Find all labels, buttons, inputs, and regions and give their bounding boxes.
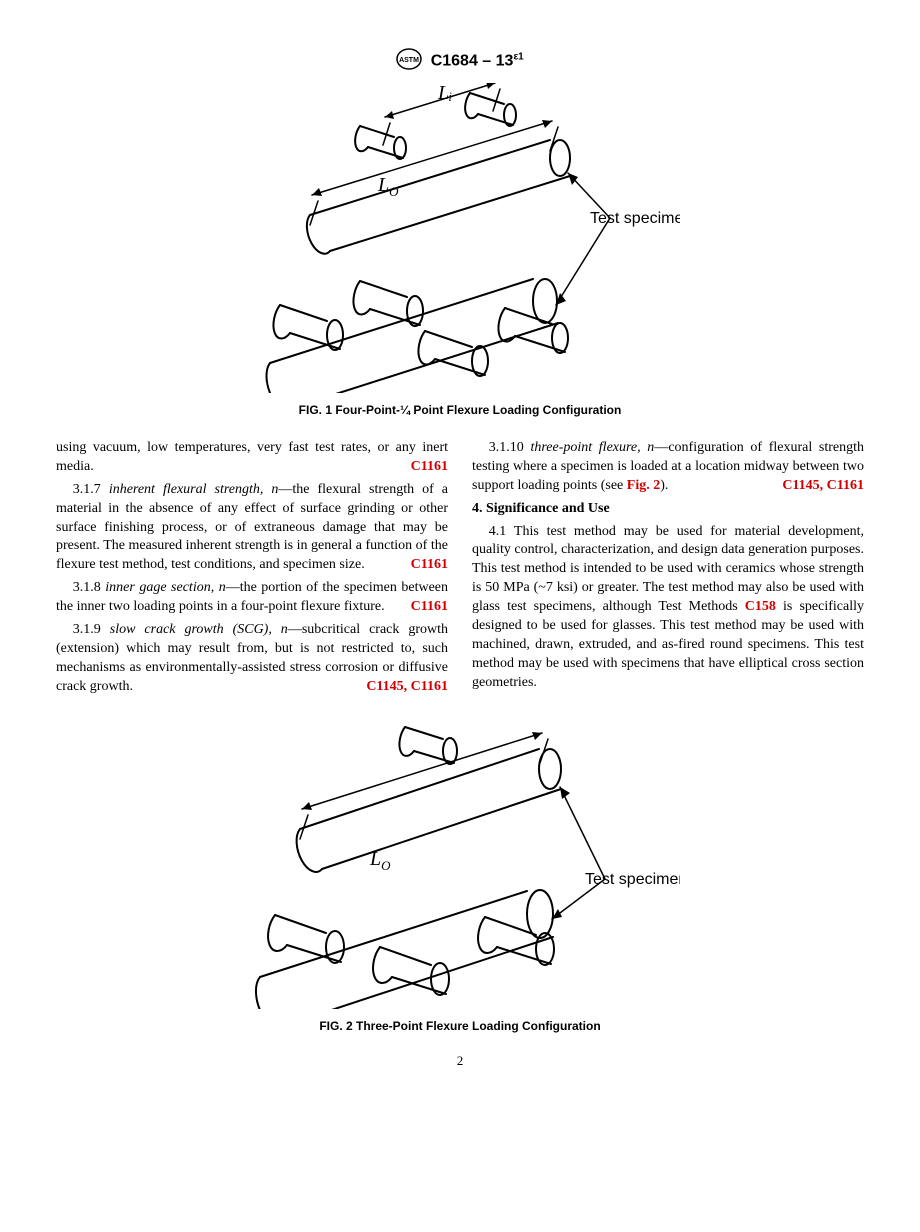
section-4-heading: 4. Significance and Use — [472, 500, 864, 519]
figure-2-caption: FIG. 2 Three-Point Flexure Loading Confi… — [56, 1019, 864, 1033]
para-4-1: 4.1 This test method may be used for mat… — [472, 523, 864, 693]
ref-c1161[interactable]: C1161 — [394, 598, 448, 617]
body-columns: using vacuum, low temperatures, very fas… — [56, 439, 864, 699]
fig2-label-specimen: Test specimen — [585, 871, 680, 888]
page-number: 2 — [56, 1053, 864, 1069]
ref-c1161[interactable]: C1161 — [411, 458, 448, 477]
ref-c1145-c1161[interactable]: C1145, C1161 — [766, 477, 864, 496]
ref-fig2[interactable]: Fig. 2 — [627, 478, 660, 493]
fig1-label-lo: LO — [377, 174, 399, 199]
ref-c1161[interactable]: C1161 — [394, 556, 448, 575]
figure-2-svg: LO Test specimen — [240, 709, 680, 1009]
def-3-1-9: 3.1.9 slow crack growth (SCG), n—subcrit… — [56, 621, 448, 697]
figure-1-svg: Lᵢ LO Test specimen — [240, 83, 680, 393]
standard-superscript: ε1 — [513, 51, 523, 62]
fig2-label-lo: LO — [369, 848, 391, 873]
ref-c158[interactable]: C158 — [745, 599, 776, 614]
para-intro: using vacuum, low temperatures, very fas… — [56, 439, 448, 477]
fig1-label-specimen: Test specimen — [590, 210, 680, 227]
def-3-1-7: 3.1.7 inherent flexural strength, n—the … — [56, 481, 448, 575]
def-3-1-10: 3.1.10 three-point flexure, n—configurat… — [472, 439, 864, 496]
astm-logo-icon: ASTM — [396, 48, 422, 75]
page-header: ASTM C1684 – 13ε1 — [56, 48, 864, 75]
def-3-1-8: 3.1.8 inner gage section, n—the portion … — [56, 579, 448, 617]
ref-c1145-c1161[interactable]: C1145, C1161 — [350, 678, 448, 697]
figure-1: Lᵢ LO Test specimen FIG. 1 Four-Point-¼ … — [56, 83, 864, 417]
figure-1-caption: FIG. 1 Four-Point-¼ Point Flexure Loadin… — [56, 403, 864, 417]
fig1-label-li: Lᵢ — [437, 83, 452, 104]
svg-text:ASTM: ASTM — [399, 57, 419, 64]
figure-2: LO Test specimen FIG. 2 Three-Point Flex… — [56, 709, 864, 1033]
standard-id: C1684 – 13 — [431, 53, 514, 70]
